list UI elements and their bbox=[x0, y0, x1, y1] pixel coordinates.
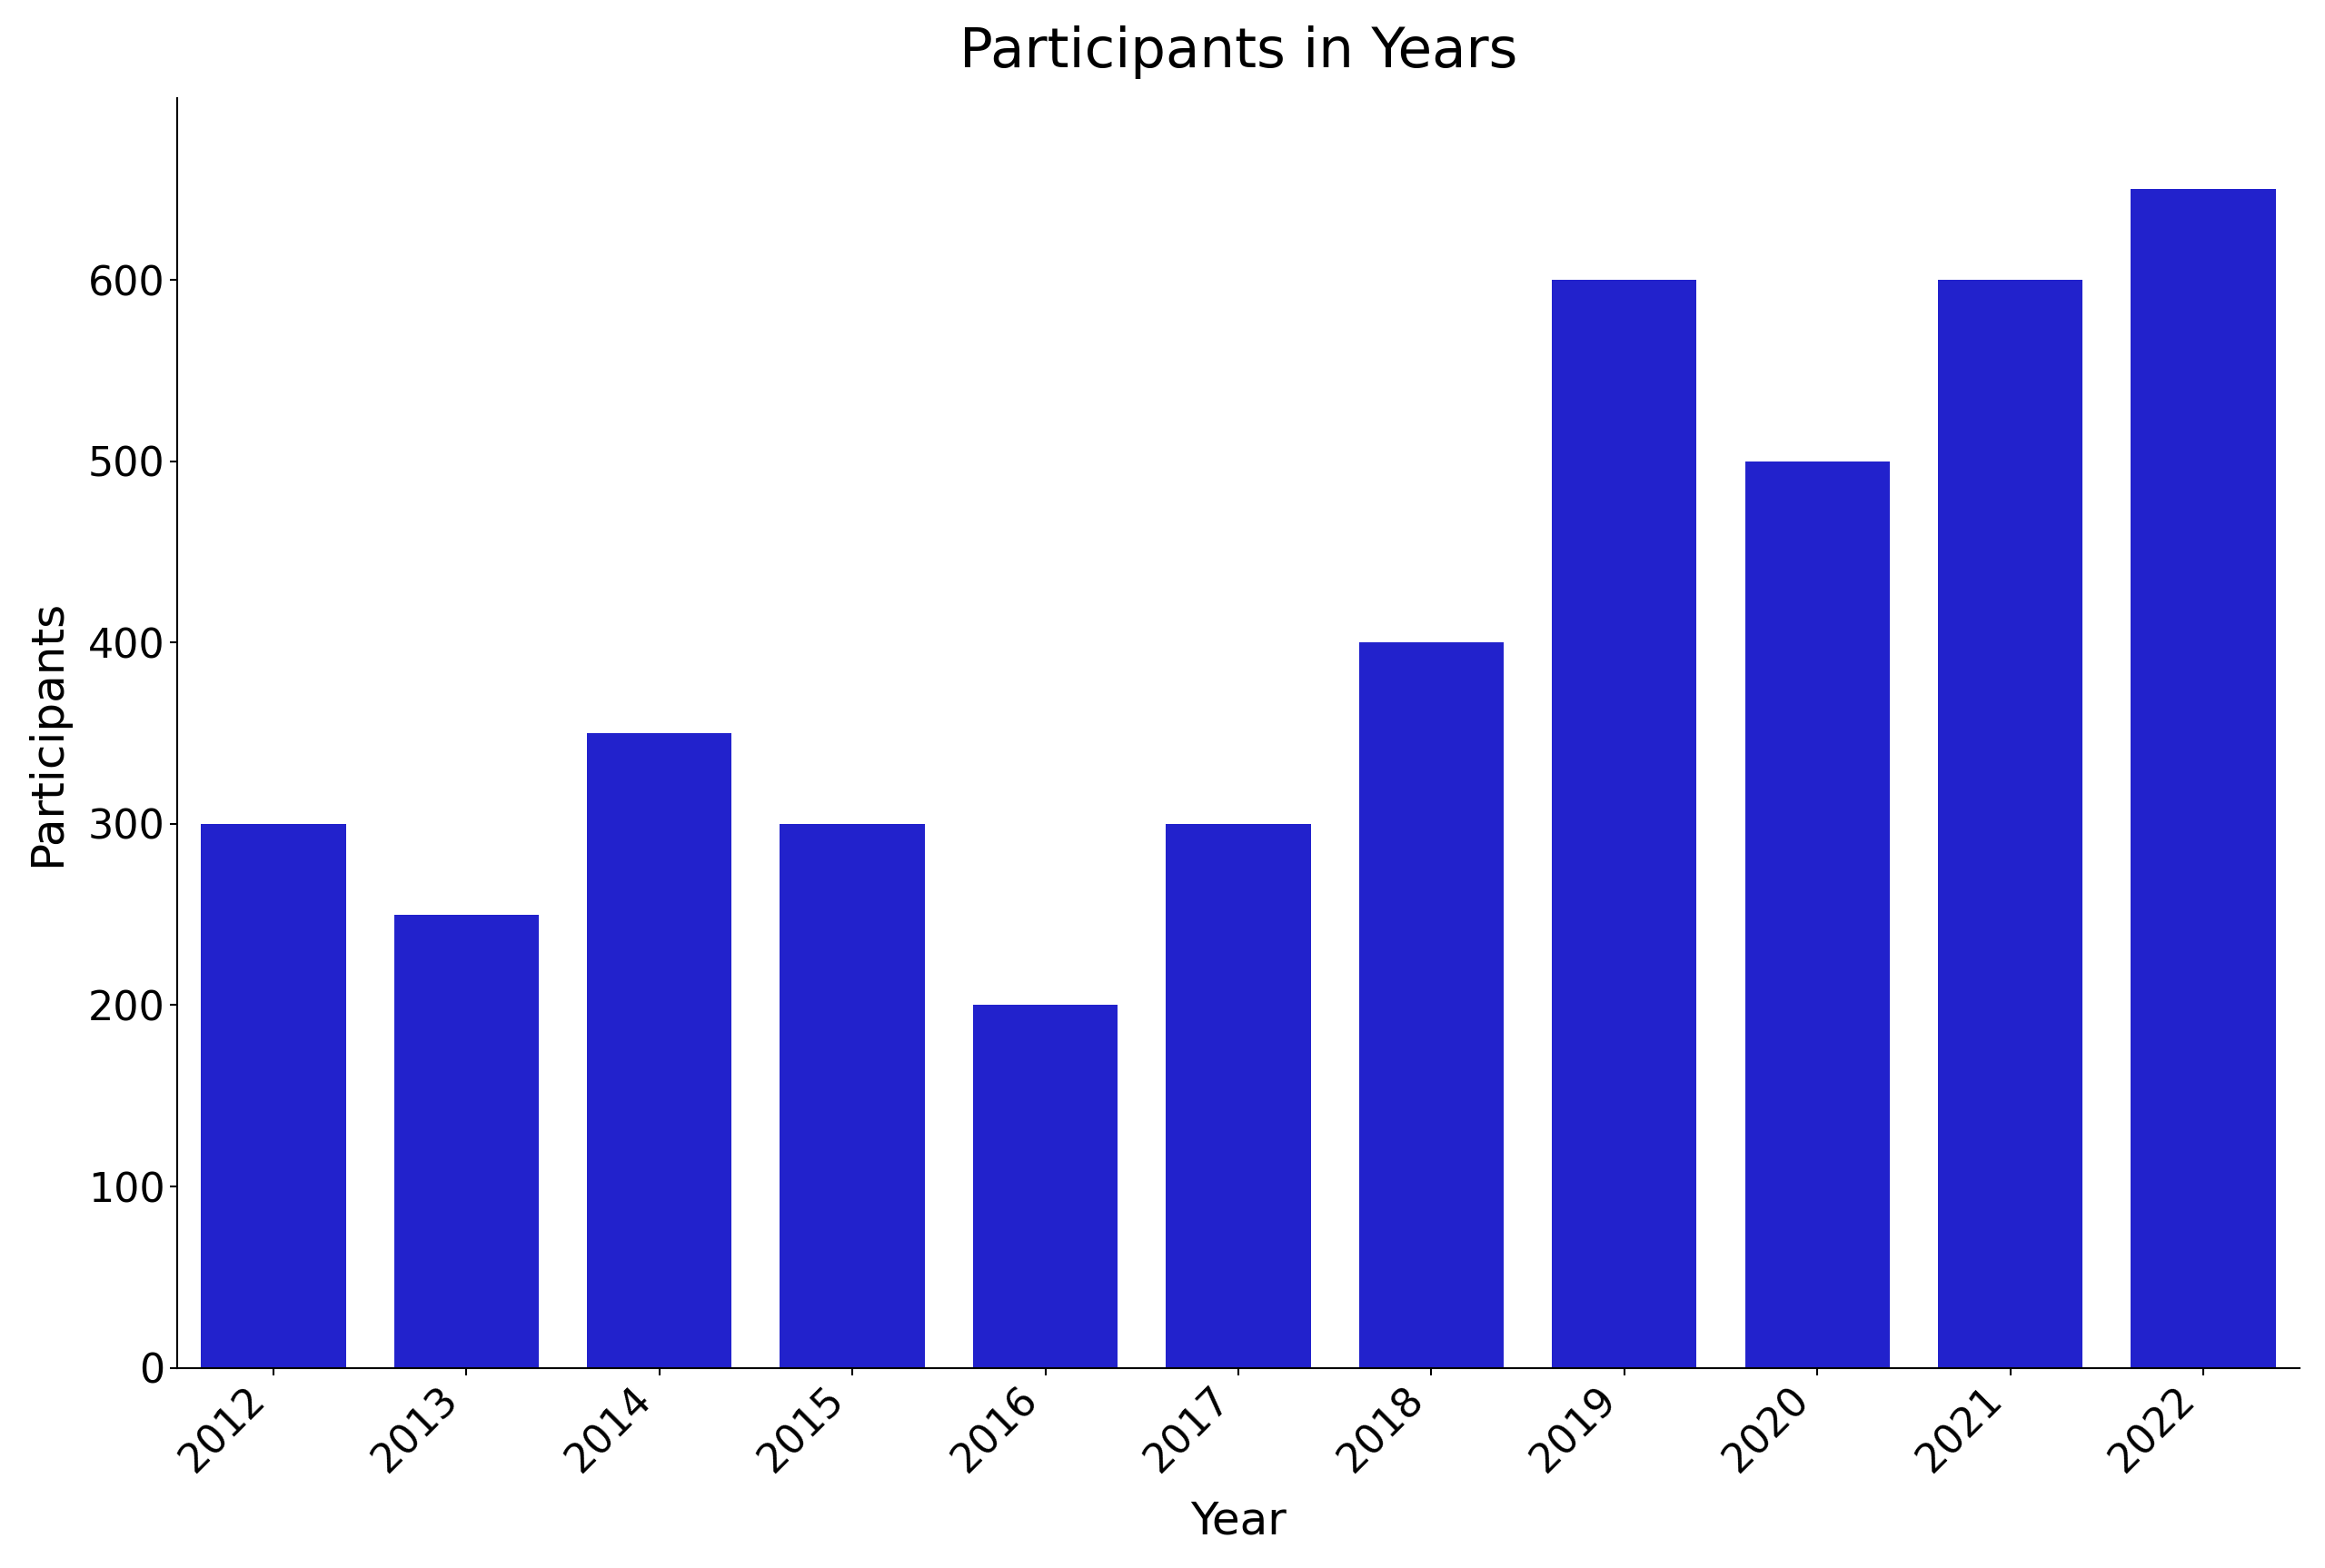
Y-axis label: Participants: Participants bbox=[26, 599, 70, 867]
Bar bbox=[779, 823, 925, 1367]
Bar bbox=[1358, 643, 1504, 1367]
Bar bbox=[972, 1005, 1118, 1367]
Bar bbox=[393, 914, 539, 1367]
Bar bbox=[200, 823, 346, 1367]
Bar bbox=[1939, 279, 2083, 1367]
Bar bbox=[2132, 190, 2276, 1367]
Bar bbox=[586, 734, 732, 1367]
X-axis label: Year: Year bbox=[1190, 1499, 1286, 1543]
Title: Participants in Years: Participants in Years bbox=[960, 25, 1518, 78]
Bar bbox=[1746, 461, 1890, 1367]
Bar bbox=[1165, 823, 1311, 1367]
Bar bbox=[1551, 279, 1697, 1367]
